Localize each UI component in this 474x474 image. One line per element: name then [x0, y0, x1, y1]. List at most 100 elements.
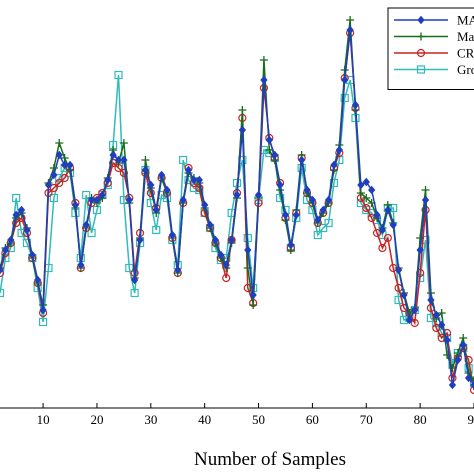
point: [152, 205, 160, 215]
point: [410, 318, 419, 328]
point: [330, 160, 338, 170]
point: [265, 135, 273, 145]
point: [378, 243, 387, 253]
point: [104, 175, 112, 185]
legend-marker: [416, 48, 426, 58]
point: [44, 180, 53, 190]
point: [276, 180, 284, 190]
point: [130, 288, 139, 298]
point: [0, 268, 5, 278]
point: [66, 160, 74, 170]
point: [152, 225, 161, 235]
point: [287, 240, 295, 250]
point: [368, 185, 376, 195]
point: [71, 200, 80, 210]
point: [254, 190, 263, 200]
point: [394, 265, 403, 275]
point: [233, 190, 241, 200]
point: [87, 195, 96, 205]
point: [314, 215, 322, 225]
point: [114, 155, 123, 165]
point: [464, 373, 473, 383]
point: [416, 268, 425, 278]
point: [141, 156, 150, 164]
x-tick-label: 70: [360, 412, 373, 427]
point: [0, 265, 4, 275]
point: [335, 145, 343, 155]
point: [362, 203, 371, 213]
point: [324, 195, 333, 205]
point: [438, 320, 446, 330]
point: [190, 175, 198, 185]
point: [443, 335, 451, 345]
point: [222, 260, 230, 270]
point: [357, 180, 365, 190]
x-axis-label: Number of Samples: [194, 449, 346, 470]
point: [421, 186, 430, 194]
point: [469, 385, 474, 395]
point: [168, 230, 177, 240]
point: [297, 155, 306, 165]
point: [400, 290, 408, 300]
point: [174, 265, 182, 275]
point: [131, 275, 139, 285]
point: [238, 106, 247, 114]
point: [249, 301, 258, 309]
point: [265, 146, 274, 154]
point: [416, 234, 425, 242]
point: [60, 154, 69, 162]
point: [0, 288, 5, 298]
point: [211, 235, 220, 245]
point: [157, 170, 166, 180]
point: [114, 70, 123, 80]
point: [227, 235, 236, 245]
point: [119, 139, 128, 147]
point: [275, 193, 285, 203]
point: [292, 210, 300, 220]
point: [179, 155, 188, 165]
point: [470, 380, 474, 390]
point: [416, 245, 424, 255]
point: [34, 275, 42, 285]
point: [378, 225, 387, 235]
point: [459, 334, 468, 342]
point: [454, 355, 462, 365]
point: [308, 195, 317, 205]
point: [17, 205, 26, 215]
point: [319, 205, 327, 215]
point: [238, 125, 247, 135]
point: [217, 250, 225, 260]
point: [324, 218, 333, 228]
point: [49, 164, 58, 172]
point: [469, 378, 474, 388]
point: [405, 309, 414, 317]
point: [189, 183, 199, 193]
point: [12, 210, 20, 220]
series: [0, 70, 474, 388]
point: [119, 168, 128, 178]
x-tick-label: 90: [468, 412, 474, 427]
point: [98, 190, 106, 200]
point: [432, 310, 440, 320]
x-tick-label: 60: [306, 412, 319, 427]
point: [28, 250, 36, 260]
x-tick-label: 20: [90, 412, 103, 427]
point: [389, 220, 397, 230]
point: [163, 185, 171, 195]
point: [82, 220, 90, 230]
point: [60, 160, 69, 170]
point: [340, 66, 349, 74]
point: [340, 93, 349, 103]
point: [271, 150, 279, 160]
point: [77, 260, 85, 270]
point: [17, 228, 26, 238]
point: [448, 380, 457, 390]
point: [93, 195, 101, 205]
x-tick-label: 10: [37, 412, 50, 427]
point: [421, 235, 430, 245]
point: [303, 185, 311, 195]
point: [432, 323, 441, 333]
legend-label: Ma: [457, 29, 474, 44]
